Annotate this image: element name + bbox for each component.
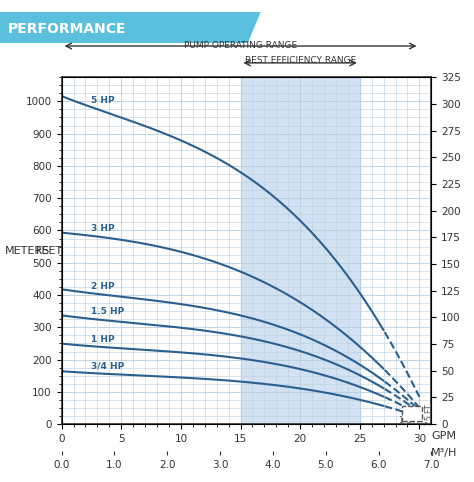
Text: FEET: FEET <box>36 246 63 255</box>
Text: 1.5 HP: 1.5 HP <box>91 308 125 316</box>
Bar <box>401 406 422 421</box>
Text: PUMP OPERATING RANGE: PUMP OPERATING RANGE <box>184 41 297 50</box>
Text: METERS: METERS <box>5 246 50 255</box>
Text: 3 HP: 3 HP <box>91 224 115 233</box>
Text: 1 HP: 1 HP <box>91 335 115 344</box>
Bar <box>240 77 360 424</box>
Text: BEST EFFICIENCY RANGE: BEST EFFICIENCY RANGE <box>245 56 356 65</box>
Text: M³/H: M³/H <box>431 448 458 458</box>
Text: 25 FT: 25 FT <box>425 404 434 425</box>
Polygon shape <box>0 12 261 43</box>
Text: 1 GPM: 1 GPM <box>399 415 423 425</box>
Text: PERFORMANCE: PERFORMANCE <box>8 22 126 36</box>
Text: GPM: GPM <box>431 431 456 441</box>
Text: 2 HP: 2 HP <box>91 281 115 291</box>
Text: 3/4 HP: 3/4 HP <box>91 362 125 371</box>
Text: 5 HP: 5 HP <box>91 95 115 105</box>
